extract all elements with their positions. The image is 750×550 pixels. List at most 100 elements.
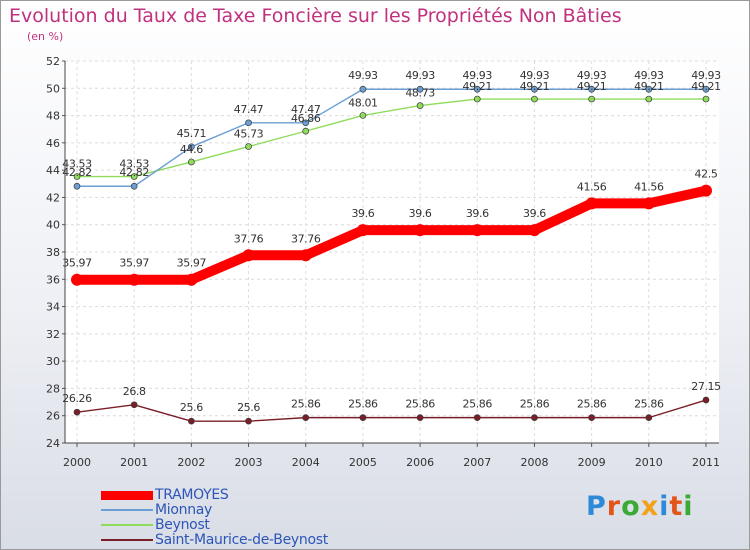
data-point — [645, 85, 653, 93]
data-point — [302, 414, 310, 421]
y-tick-label: 34 — [46, 301, 60, 314]
logo-letter: t — [669, 491, 684, 522]
legend-label: Mionnay — [155, 502, 213, 518]
data-label: 25.86 — [520, 398, 550, 411]
legend-swatch — [101, 491, 153, 500]
x-tick-label: 2005 — [349, 456, 377, 469]
data-label: 45.73 — [234, 128, 264, 141]
data-label: 25.86 — [291, 398, 321, 411]
data-point — [471, 224, 484, 237]
data-label: 45.71 — [177, 127, 207, 140]
data-point — [702, 95, 710, 103]
y-tick-label: 32 — [46, 328, 60, 341]
y-tick-label: 42 — [46, 191, 60, 204]
logo-letter: o — [621, 491, 641, 522]
legend-label: TRAMOYES — [155, 487, 229, 503]
data-point — [585, 197, 598, 210]
data-label: 43.53 — [62, 158, 92, 171]
data-point — [73, 182, 81, 190]
data-label: 49.93 — [348, 69, 378, 82]
data-label: 49.93 — [405, 69, 435, 82]
data-label: 39.6 — [351, 207, 374, 220]
series-line-2 — [76, 98, 707, 178]
data-point — [185, 273, 198, 286]
data-point — [473, 414, 481, 421]
logo-letter: i — [683, 491, 694, 522]
data-label: 25.86 — [348, 398, 378, 411]
data-label: 44.6 — [180, 143, 203, 156]
y-tick-label: 30 — [46, 355, 60, 368]
data-label: 42.82 — [62, 166, 92, 179]
data-label: 47.47 — [234, 103, 264, 116]
legend-swatch — [101, 539, 153, 541]
data-point — [128, 273, 141, 286]
y-tick-label: 38 — [46, 246, 60, 259]
data-point — [531, 414, 538, 421]
x-tick-label: 2001 — [120, 456, 148, 469]
x-tick-label: 2010 — [635, 456, 663, 469]
data-point — [299, 249, 312, 262]
data-point — [302, 119, 310, 127]
data-label: 49.21 — [463, 80, 493, 93]
data-point — [302, 127, 310, 135]
data-point — [130, 182, 138, 190]
data-point — [130, 173, 138, 180]
x-tick-label: 2006 — [406, 456, 434, 469]
data-label: 48.73 — [405, 87, 435, 100]
data-label: 41.56 — [634, 180, 664, 193]
data-label: 35.97 — [177, 257, 207, 270]
logo: Proxiti — [586, 491, 694, 522]
series-line-0 — [72, 185, 711, 285]
data-label: 49.21 — [520, 80, 550, 93]
data-label: 25.86 — [577, 398, 607, 411]
data-point — [188, 158, 195, 166]
data-point — [188, 417, 195, 425]
data-point — [642, 197, 655, 210]
data-point — [473, 95, 481, 103]
data-label: 39.6 — [466, 207, 489, 220]
data-label: 25.86 — [634, 398, 664, 411]
data-point — [414, 224, 427, 237]
data-label: 25.6 — [237, 401, 260, 414]
data-point — [702, 85, 710, 93]
data-label: 49.93 — [577, 69, 607, 82]
data-label: 27.15 — [691, 380, 721, 393]
legend-label: Saint-Maurice-de-Beynost — [155, 532, 328, 548]
data-label: 49.93 — [634, 69, 664, 82]
data-point — [359, 85, 367, 93]
data-point — [359, 414, 367, 421]
data-label: 39.6 — [409, 207, 432, 220]
legend-swatch — [101, 509, 153, 511]
data-point — [531, 85, 538, 93]
data-point — [73, 173, 81, 180]
y-tick-label: 48 — [46, 110, 60, 123]
y-tick-label: 50 — [46, 82, 60, 95]
data-point — [416, 414, 424, 421]
data-label: 39.6 — [523, 207, 546, 220]
x-tick-label: 2000 — [63, 456, 91, 469]
data-label: 42.82 — [119, 166, 149, 179]
data-label: 49.93 — [520, 69, 550, 82]
data-point — [359, 112, 367, 119]
data-point — [416, 102, 424, 109]
x-tick-label: 2007 — [463, 456, 491, 469]
data-label: 49.21 — [691, 80, 721, 93]
y-tick-label: 44 — [46, 164, 60, 177]
data-point — [245, 119, 252, 127]
data-label: 25.86 — [405, 398, 435, 411]
data-point — [188, 143, 195, 151]
data-label: 25.6 — [180, 401, 203, 414]
data-point — [242, 249, 255, 262]
data-point — [71, 273, 83, 286]
data-point — [356, 224, 369, 237]
data-point — [245, 143, 252, 150]
data-point — [473, 85, 481, 93]
data-point — [531, 95, 538, 103]
data-label: 26.26 — [62, 392, 92, 405]
data-label: 37.76 — [234, 232, 264, 245]
y-tick-label: 52 — [46, 55, 60, 68]
data-point — [645, 95, 653, 103]
data-label: 26.8 — [123, 385, 146, 398]
series-line-3 — [76, 399, 707, 422]
